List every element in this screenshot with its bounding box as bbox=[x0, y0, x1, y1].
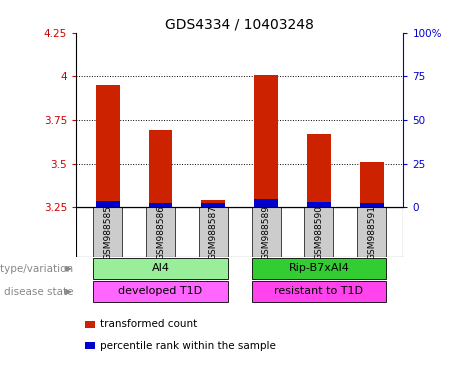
Text: GSM988587: GSM988587 bbox=[209, 205, 218, 260]
Text: AI4: AI4 bbox=[152, 263, 170, 273]
Text: genotype/variation: genotype/variation bbox=[0, 264, 74, 274]
Text: GSM988586: GSM988586 bbox=[156, 205, 165, 260]
Text: GSM988591: GSM988591 bbox=[367, 205, 376, 260]
Bar bbox=[93, 281, 228, 302]
Bar bbox=[146, 207, 175, 257]
Bar bbox=[93, 258, 228, 279]
Text: Rip-B7xAI4: Rip-B7xAI4 bbox=[289, 263, 349, 273]
Bar bbox=[254, 199, 278, 207]
Bar bbox=[96, 201, 119, 207]
Bar bbox=[201, 200, 225, 207]
Bar bbox=[148, 203, 172, 207]
Bar bbox=[252, 207, 281, 257]
Bar bbox=[199, 207, 228, 257]
Text: transformed count: transformed count bbox=[100, 319, 197, 329]
Bar bbox=[252, 258, 386, 279]
Text: GSM988589: GSM988589 bbox=[261, 205, 271, 260]
Text: percentile rank within the sample: percentile rank within the sample bbox=[100, 341, 276, 351]
Bar bbox=[93, 207, 122, 257]
Bar bbox=[307, 202, 331, 207]
Title: GDS4334 / 10403248: GDS4334 / 10403248 bbox=[165, 18, 314, 31]
Bar bbox=[360, 203, 384, 207]
Bar bbox=[307, 134, 331, 207]
Bar bbox=[357, 207, 386, 257]
Text: disease state: disease state bbox=[4, 287, 74, 297]
Text: GSM988585: GSM988585 bbox=[103, 205, 112, 260]
Bar bbox=[201, 203, 225, 207]
Text: developed T1D: developed T1D bbox=[118, 286, 202, 296]
Bar bbox=[252, 281, 386, 302]
Text: resistant to T1D: resistant to T1D bbox=[274, 286, 363, 296]
Bar bbox=[148, 131, 172, 207]
Bar bbox=[254, 74, 278, 207]
Bar bbox=[360, 162, 384, 207]
Bar bbox=[304, 207, 333, 257]
Text: GSM988590: GSM988590 bbox=[314, 205, 324, 260]
Bar bbox=[96, 85, 119, 207]
